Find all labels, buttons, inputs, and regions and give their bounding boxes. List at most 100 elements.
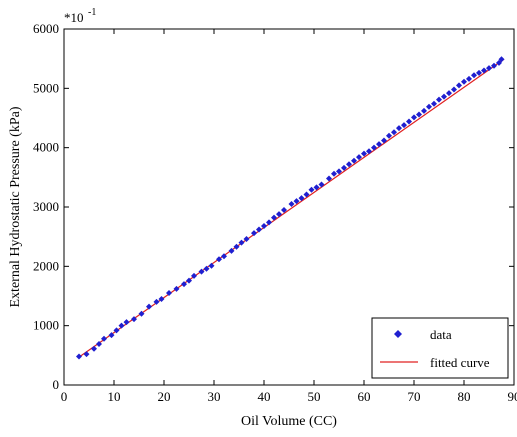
x-tick-label: 0 [61, 389, 68, 404]
data-point [153, 298, 160, 305]
data-point [256, 226, 262, 233]
data-point [208, 262, 215, 269]
data-point [243, 236, 250, 243]
legend-box [371, 317, 509, 379]
data-point [181, 281, 187, 288]
data-point [203, 265, 210, 272]
data-point [313, 184, 320, 191]
data-point [303, 191, 310, 198]
y-multiplier-exponent: -1 [88, 7, 96, 18]
data-point [221, 253, 227, 260]
y-tick-label: 3000 [33, 199, 59, 214]
data-point [318, 181, 325, 188]
data-point [461, 78, 467, 85]
data-point [166, 290, 172, 297]
data-point [371, 144, 377, 151]
data-point [216, 256, 222, 263]
data-point [401, 122, 407, 129]
data-point [123, 319, 130, 326]
data-point [381, 137, 387, 144]
data-point [91, 345, 97, 352]
data-point [76, 353, 82, 360]
data-point [496, 59, 502, 66]
x-tick-label: 70 [408, 389, 421, 404]
data-point [173, 285, 180, 292]
x-tick-label: 10 [108, 389, 121, 404]
legend-data-marker [394, 330, 402, 338]
data-point [288, 201, 295, 208]
y-axis-label: External Hydrostatic Pressure (kPa) [8, 106, 23, 307]
data-point [298, 195, 305, 202]
data-point [356, 154, 362, 161]
x-tick-label: 40 [258, 389, 271, 404]
data-point [251, 230, 257, 237]
data-point [341, 164, 347, 171]
data-point [421, 107, 427, 114]
x-tick-label: 90 [508, 389, 517, 404]
data-point [326, 175, 332, 182]
data-point [228, 247, 235, 254]
data-point [83, 351, 90, 358]
data-point [281, 206, 287, 213]
x-tick-label: 80 [458, 389, 471, 404]
legend-fit-label: fitted curve [430, 355, 490, 370]
y-tick-label: 0 [53, 377, 60, 392]
x-tick-label: 50 [308, 389, 321, 404]
data-point [198, 268, 205, 275]
data-point [451, 86, 457, 93]
data-point [336, 168, 342, 175]
data-point [271, 214, 277, 221]
x-tick-label: 30 [208, 389, 221, 404]
data-point [308, 186, 315, 193]
data-point [446, 90, 452, 97]
data-point [138, 310, 145, 317]
legend-data-label: data [430, 327, 452, 342]
data-point [331, 170, 337, 177]
data-point [186, 277, 192, 284]
y-axis-ticks: 0 1000 2000 3000 4000 5000 6000 [33, 21, 514, 392]
data-point [486, 65, 492, 72]
data-point [476, 69, 482, 76]
data-point [481, 67, 487, 74]
x-axis-label: Oil Volume (CC) [241, 414, 337, 429]
y-tick-label: 5000 [33, 80, 59, 95]
data-point [361, 150, 367, 157]
y-tick-label: 2000 [33, 258, 59, 273]
data-point [158, 295, 165, 302]
data-point [276, 211, 282, 218]
data-point [416, 111, 422, 118]
data-point [471, 72, 477, 79]
data-point [426, 103, 432, 110]
data-point [456, 82, 462, 89]
data-series [76, 56, 505, 360]
data-point [466, 75, 472, 82]
data-point [346, 161, 352, 168]
data-point [131, 316, 137, 323]
data-point [118, 322, 125, 329]
data-point [441, 93, 447, 100]
data-point [96, 341, 102, 348]
data-point [396, 125, 402, 132]
data-point [351, 157, 357, 164]
x-tick-label: 60 [358, 389, 371, 404]
data-point [491, 62, 497, 69]
data-point [386, 132, 392, 139]
data-point [238, 239, 245, 246]
y-tick-label: 6000 [33, 21, 59, 36]
data-point [366, 148, 372, 155]
data-point [266, 219, 272, 226]
data-point [498, 56, 505, 63]
y-tick-label: 4000 [33, 140, 59, 155]
data-point [293, 198, 300, 205]
y-multiplier-base: *10 [64, 10, 84, 25]
data-point [113, 327, 120, 334]
data-point [411, 114, 417, 121]
data-point [233, 243, 240, 250]
x-axis-ticks: 0 10 20 30 40 50 60 70 80 90 [61, 29, 517, 404]
data-point [406, 118, 412, 125]
data-point [146, 303, 152, 310]
data-point [191, 272, 197, 279]
data-point [261, 222, 267, 229]
data-point [431, 100, 437, 107]
